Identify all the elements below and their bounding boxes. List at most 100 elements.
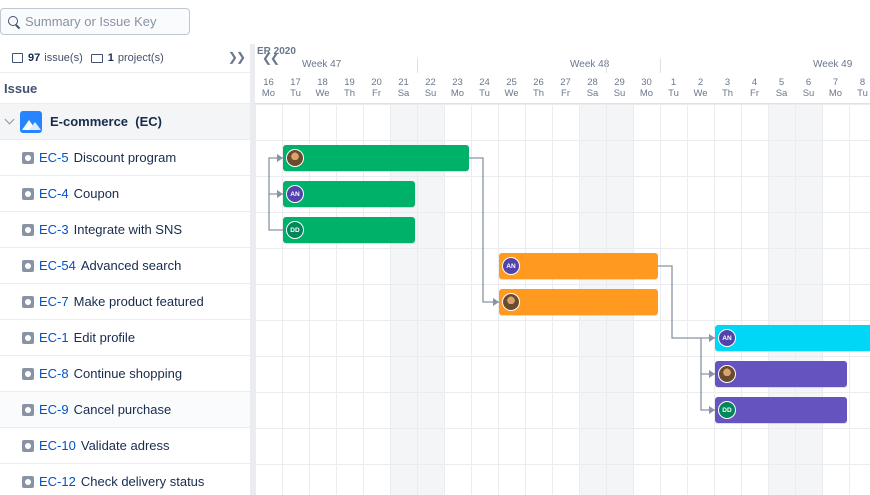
day-column	[444, 104, 471, 495]
dependency-arrow	[709, 406, 715, 414]
issues-count: 97	[28, 52, 41, 64]
day-column	[687, 104, 714, 495]
issue-summary: Continue shopping	[73, 366, 183, 381]
day-label: 30 Mo	[639, 77, 654, 99]
day-column	[714, 104, 741, 495]
search-box[interactable]	[0, 8, 190, 35]
day-column	[849, 104, 870, 495]
row-gridline	[255, 284, 870, 285]
task-type-icon	[22, 151, 34, 164]
dependency-arrow	[709, 334, 715, 342]
month-label: ER 2020	[257, 46, 296, 57]
week-divider	[660, 58, 661, 73]
day-label: 16 Mo	[261, 77, 276, 99]
issue-row[interactable]: EC-12 Check delivery status	[0, 464, 250, 495]
day-label: 23 Mo	[450, 77, 465, 99]
day-label: 6 Su	[802, 77, 815, 99]
task-bar[interactable]: AN	[499, 253, 658, 279]
project-name-text: E-commerce	[50, 114, 129, 129]
dependency-arrow	[709, 370, 715, 378]
panel-splitter[interactable]	[250, 44, 255, 495]
issue-row[interactable]: EC-8 Continue shopping	[0, 356, 250, 392]
chevron-down-icon[interactable]	[4, 114, 15, 125]
gantt-chart: ER 2020 ❮❮ Week 47 Week 48 Week 49 16 Mo 17 T…	[255, 44, 870, 495]
task-type-icon	[22, 331, 34, 344]
issue-row[interactable]: EC-5 Discount program	[0, 140, 250, 176]
week-divider	[606, 58, 607, 73]
project-row[interactable]: E-commerce (EC)	[0, 104, 250, 140]
summary-counts: 97 issue(s) 1 project(s) ❯❯	[0, 44, 250, 73]
issue-key-link[interactable]: EC-10	[39, 438, 76, 453]
assignee-avatar[interactable]: DD	[718, 401, 736, 419]
day-column	[336, 104, 363, 495]
task-bar[interactable]	[499, 289, 658, 315]
issue-key-link[interactable]: EC-8	[39, 366, 69, 381]
issue-row[interactable]: EC-7 Make product featured	[0, 284, 250, 320]
issue-row[interactable]: EC-3 Integrate with SNS	[0, 212, 250, 248]
search-input[interactable]	[25, 14, 185, 29]
scroll-left-icon[interactable]: ❮❮	[262, 51, 280, 65]
day-column	[795, 104, 822, 495]
issue-row[interactable]: EC-54 Advanced search	[0, 248, 250, 284]
task-bar[interactable]: DD	[715, 397, 847, 423]
row-gridline	[255, 140, 870, 141]
row-gridline	[255, 212, 870, 213]
task-type-icon	[22, 403, 34, 416]
day-column	[498, 104, 525, 495]
issue-key-link[interactable]: EC-4	[39, 186, 69, 201]
assignee-avatar[interactable]: DD	[286, 221, 304, 239]
assignee-avatar[interactable]: AN	[286, 185, 304, 203]
issue-key-link[interactable]: EC-5	[39, 150, 69, 165]
issue-row[interactable]: EC-10 Validate adress	[0, 428, 250, 464]
row-gridline	[255, 176, 870, 177]
assignee-avatar[interactable]	[718, 365, 736, 383]
timeline-header: ER 2020 ❮❮ Week 47 Week 48 Week 49	[255, 44, 870, 73]
issue-key-link[interactable]: EC-54	[39, 258, 76, 273]
dependency-line	[658, 265, 715, 339]
assignee-avatar[interactable]: AN	[718, 329, 736, 347]
day-label: 19 Th	[343, 77, 356, 99]
issue-key-link[interactable]: EC-3	[39, 222, 69, 237]
day-label: 27 Fr	[560, 77, 571, 99]
day-label: 26 Th	[532, 77, 545, 99]
week-divider	[417, 58, 418, 73]
day-label: 8 Tu	[857, 77, 868, 99]
dependency-arrow	[277, 154, 283, 162]
issue-row[interactable]: EC-4 Coupon	[0, 176, 250, 212]
day-label: 2 We	[693, 77, 708, 99]
task-bar[interactable]: DD	[283, 217, 415, 243]
task-bar[interactable]: AN	[283, 181, 415, 207]
issue-summary: Advanced search	[80, 258, 182, 273]
collapse-panel-icon[interactable]: ❯❯	[227, 50, 246, 64]
row-gridline	[255, 428, 870, 429]
task-bar[interactable]: AN	[715, 325, 870, 351]
assignee-avatar[interactable]	[286, 149, 304, 167]
task-bar[interactable]	[283, 145, 469, 171]
issue-key-link[interactable]: EC-1	[39, 330, 69, 345]
assignee-avatar[interactable]: AN	[502, 257, 520, 275]
search-icon	[7, 15, 21, 29]
day-column	[660, 104, 687, 495]
dependency-arrow	[493, 298, 499, 306]
day-column	[471, 104, 498, 495]
task-type-icon	[22, 295, 34, 308]
issue-row[interactable]: EC-1 Edit profile	[0, 320, 250, 356]
issue-key-link[interactable]: EC-12	[39, 474, 76, 489]
issue-summary: Edit profile	[73, 330, 136, 345]
week-label: Week 49	[813, 59, 853, 70]
day-label: 3 Th	[721, 77, 734, 99]
day-label: 4 Fr	[750, 77, 759, 99]
task-bar[interactable]	[715, 361, 847, 387]
issue-column-header[interactable]: Issue	[0, 73, 250, 104]
issue-summary: Discount program	[73, 150, 177, 165]
task-type-icon	[22, 259, 34, 272]
issue-key-link[interactable]: EC-9	[39, 402, 69, 417]
issue-row[interactable]: EC-9 Cancel purchase	[0, 392, 250, 428]
assignee-avatar[interactable]	[502, 293, 520, 311]
project-key: (EC)	[135, 114, 162, 129]
day-column	[822, 104, 849, 495]
day-label: 22 Su	[424, 77, 437, 99]
issue-key-link[interactable]: EC-7	[39, 294, 69, 309]
day-label: 20 Fr	[371, 77, 382, 99]
day-column	[768, 104, 795, 495]
